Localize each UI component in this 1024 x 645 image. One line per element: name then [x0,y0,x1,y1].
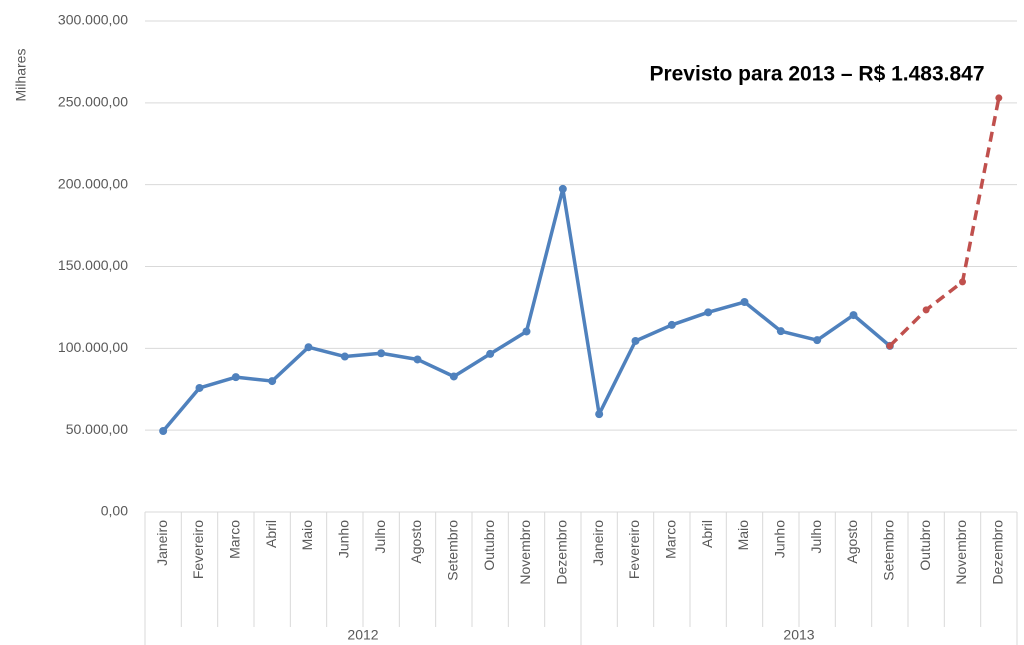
point [631,336,640,345]
annotation: Previsto para 2013 – R$ 1.483.847 [649,63,984,86]
point [377,349,386,358]
x-tick-label: Fevereiro [626,520,642,579]
point [413,355,422,364]
x-tick-label: Outubro [481,520,497,571]
y-tick-label: 150.000,00 [58,257,128,273]
x-tick-label: Dezembro [990,520,1006,585]
point [959,278,966,286]
point [195,383,204,392]
x-tick-label: Novembro [517,520,533,585]
x-tick-label: Marco [227,520,243,559]
series-line [888,97,1001,348]
point [304,343,313,352]
x-tick-label: Novembro [953,520,969,585]
x-tick-label: Fevereiro [190,520,206,579]
x-tick-label: Dezembro [554,520,570,585]
point [740,298,749,307]
x-tick-label: Julho [372,520,388,554]
x-tick-label: Junho [772,520,788,558]
y-axis-title: Milhares [13,49,29,102]
point [922,306,930,314]
x-tick-label: Abril [263,520,279,548]
y-tick-label: 250.000,00 [58,94,128,110]
point [340,352,349,361]
point [522,327,531,336]
point [886,342,894,350]
point [486,349,495,358]
x-tick-label: Janeiro [154,520,170,566]
y-tick-label: 100.000,00 [58,339,128,355]
y-tick-label: 200.000,00 [58,175,128,191]
point [558,184,567,193]
y-tick-label: 300.000,00 [58,12,128,28]
x-tick-label: Abril [699,520,715,548]
point [595,410,604,419]
x-tick-label: Marco [663,520,679,559]
point [449,372,458,381]
x-tick-label: Setembro [881,520,897,581]
x-tick-label: Outubro [917,520,933,571]
point [268,377,277,386]
x-tick-label: Maio [299,520,315,551]
y-tick-label: 0,00 [101,503,128,519]
y-tick-label: 50.000,00 [66,421,128,437]
group-label: 2013 [783,627,814,643]
group-label: 2012 [347,627,378,643]
point [813,336,822,345]
point [667,320,676,329]
x-tick-label: Maio [735,520,751,551]
point [776,327,785,336]
x-tick-label: Agosto [844,520,860,564]
x-tick-label: Julho [808,520,824,554]
x-tick-label: Setembro [445,520,461,581]
point [849,311,858,320]
point [704,308,713,317]
x-tick-label: Agosto [408,520,424,564]
point [995,94,1003,102]
point [231,373,240,382]
point [159,426,168,435]
x-tick-label: Janeiro [590,520,606,566]
series-line [161,187,891,433]
x-tick-label: Junho [336,520,352,558]
